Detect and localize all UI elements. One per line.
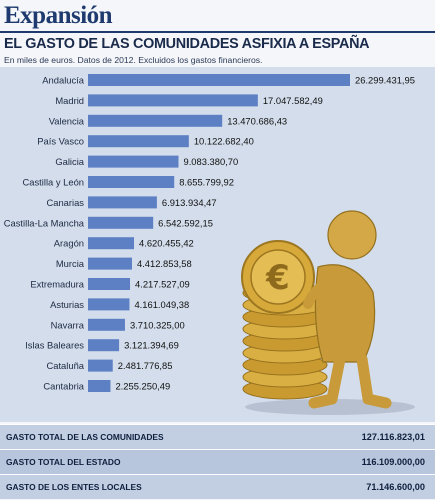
total-label: GASTO DE LOS ENTES LOCALES: [6, 482, 142, 492]
value-label: 2.255.250,49: [115, 381, 170, 392]
bar: [88, 257, 132, 270]
total-label: GASTO TOTAL DE LAS COMUNIDADES: [6, 432, 164, 442]
bar: [88, 176, 175, 188]
headline: EL GASTO DE LAS COMUNIDADES ASFIXIA A ES…: [4, 36, 370, 52]
bar-chart: € Andalucía 26.299.431,95 Madrid 17.047.582…: [4, 74, 415, 415]
bar: [88, 318, 125, 331]
category-label: Canarias: [46, 197, 84, 208]
subtitle: En miles de euros. Datos de 2012. Exclui…: [4, 55, 263, 65]
bar: [88, 216, 154, 229]
value-label: 4.217.527,09: [135, 279, 190, 290]
category-label: País Vasco: [37, 136, 84, 147]
bar: [88, 278, 131, 290]
value-label: 4.620.455,42: [139, 238, 194, 249]
total-label: GASTO TOTAL DEL ESTADO: [6, 457, 121, 467]
total-value: 71.146.600,00: [366, 482, 425, 492]
category-label: Castilla y León: [23, 177, 85, 188]
bar: [88, 114, 223, 127]
category-label: Valencia: [49, 115, 85, 126]
category-label: Asturias: [50, 299, 84, 310]
value-label: 13.470.686,43: [227, 115, 287, 126]
category-label: Murcia: [56, 258, 85, 269]
masthead-logo: Expansión: [4, 2, 113, 29]
value-label: 4.161.049,38: [134, 299, 189, 310]
value-label: 10.122.682,40: [194, 136, 254, 147]
total-row-estado: GASTO TOTAL DEL ESTADO 116.109.000,00: [0, 449, 435, 474]
value-label: 17.047.582,49: [263, 95, 323, 106]
bar: [88, 237, 135, 250]
category-label: Andalucía: [42, 75, 84, 86]
total-value: 116.109.000,00: [361, 457, 425, 467]
category-label: Cataluña: [46, 360, 84, 371]
bar: [88, 298, 130, 311]
value-label: 3.121.394,69: [124, 340, 179, 351]
bar: [88, 94, 258, 107]
masthead-rule: [0, 31, 435, 33]
category-label: Navarra: [51, 319, 85, 330]
bar: [88, 155, 179, 168]
value-label: 2.481.776,85: [118, 360, 173, 371]
total-row-entes-locales: GASTO DE LOS ENTES LOCALES 71.146.600,00: [0, 474, 435, 499]
category-label: Madrid: [55, 95, 84, 106]
category-label: Galicia: [55, 156, 84, 167]
category-label: Castilla-La Mancha: [4, 217, 85, 228]
value-label: 8.655.799,92: [179, 177, 234, 188]
total-value: 127.116.823,01: [361, 432, 425, 442]
svg-text:€: €: [265, 258, 290, 298]
value-label: 9.083.380,70: [183, 156, 238, 167]
figure-holding-euro-coin-stack-icon: €: [241, 210, 415, 415]
value-label: 4.412.853,58: [137, 258, 192, 269]
value-label: 6.913.934,47: [162, 197, 217, 208]
category-label: Cantabria: [43, 381, 84, 392]
bar: [88, 74, 350, 86]
bar: [88, 380, 111, 392]
category-label: Extremadura: [30, 279, 84, 290]
bar: [88, 339, 120, 352]
value-label: 3.710.325,00: [130, 319, 185, 330]
value-label: 26.299.431,95: [355, 75, 415, 86]
total-row-comunidades: GASTO TOTAL DE LAS COMUNIDADES 127.116.8…: [0, 424, 435, 449]
category-label: Aragón: [54, 238, 84, 249]
value-label: 6.542.592,15: [158, 217, 213, 228]
bar: [88, 196, 157, 209]
bar: [88, 135, 189, 148]
totals-table: GASTO TOTAL DE LAS COMUNIDADES 127.116.8…: [0, 424, 435, 499]
category-label: Islas Baleares: [25, 340, 84, 351]
bar: [88, 359, 113, 372]
